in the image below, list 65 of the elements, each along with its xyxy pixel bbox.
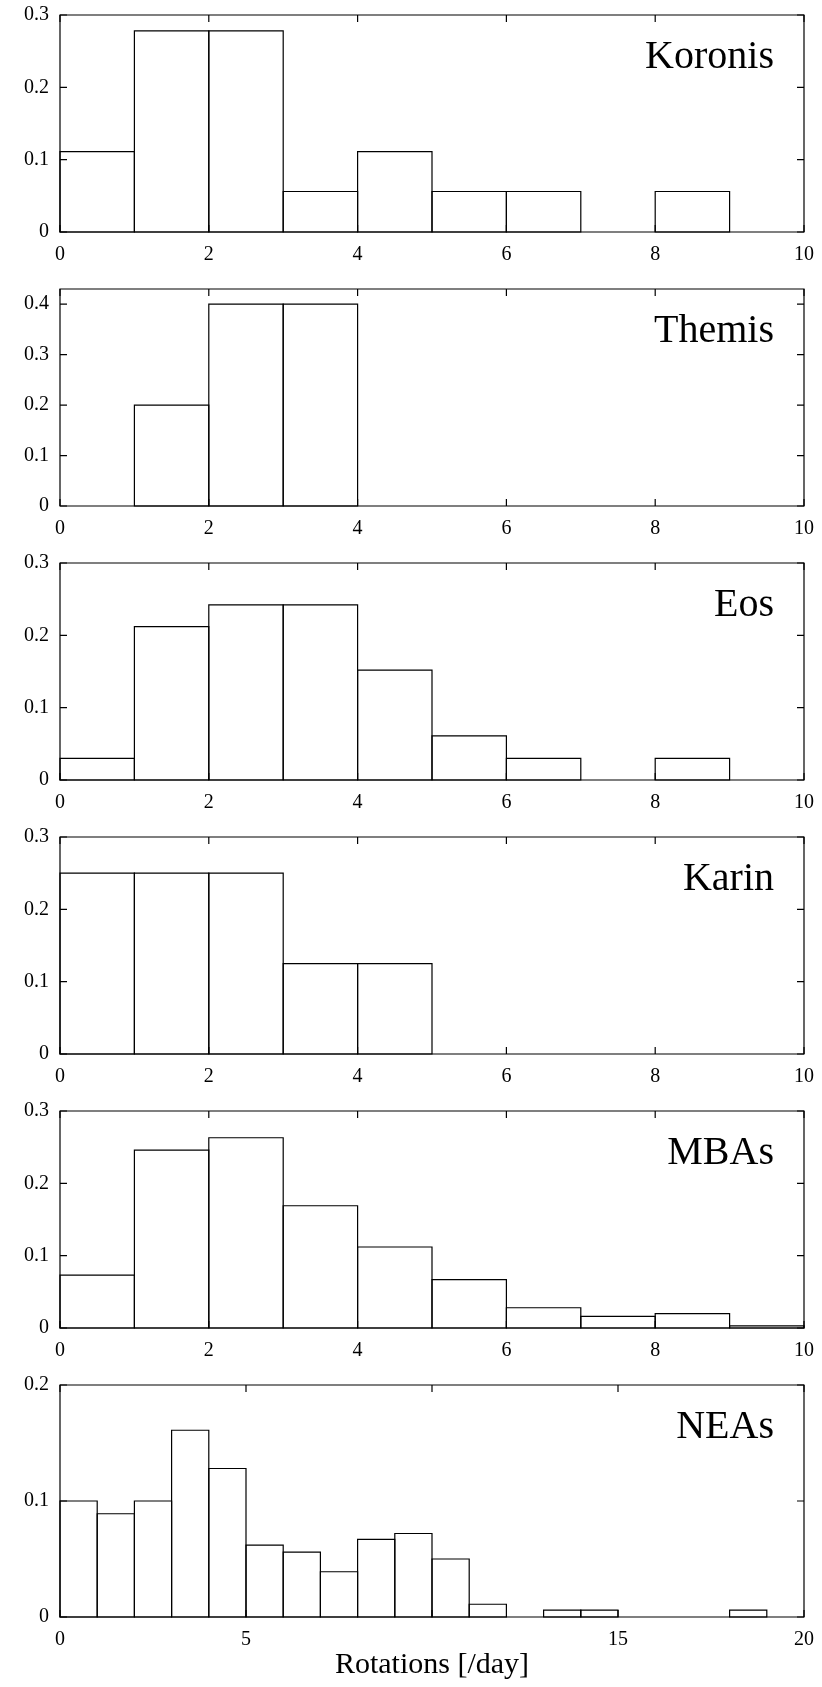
chart-title: Eos: [714, 579, 774, 625]
x-tick-label: 8: [650, 1064, 661, 1087]
x-tick-label: 2: [203, 1338, 214, 1361]
x-tick-label: 10: [794, 242, 814, 265]
x-tick-label: 8: [650, 516, 661, 539]
y-tick-label: 0.3: [24, 824, 49, 847]
x-tick-label: 2: [203, 790, 214, 813]
y-tick-label: 0.2: [24, 1372, 49, 1395]
y-tick-label: 0: [39, 219, 49, 242]
y-tick-label: 0.2: [24, 896, 49, 919]
x-tick-label: 0: [55, 790, 65, 813]
y-tick-label: 0.1: [24, 146, 49, 169]
x-tick-label: 10: [794, 1338, 814, 1361]
chart-title: NEAs: [676, 1401, 774, 1447]
x-axis-title: Rotations [/day]: [334, 1645, 530, 1679]
x-tick-label: 8: [650, 1338, 661, 1361]
x-tick-label: 0: [55, 242, 65, 265]
chart-title: Koronis: [645, 31, 774, 77]
y-tick-label: 0.3: [24, 550, 49, 573]
x-tick-label: 5: [241, 1627, 251, 1650]
y-tick-label: 0.1: [24, 1488, 49, 1511]
x-tick-label: 4: [352, 242, 363, 265]
y-tick-label: 0.1: [24, 968, 49, 991]
x-tick-label: 0: [55, 1627, 65, 1650]
x-tick-label: 2: [203, 516, 214, 539]
x-tick-label: 6: [501, 1064, 512, 1087]
x-tick-label: 6: [501, 790, 512, 813]
x-tick-label: 6: [501, 1338, 512, 1361]
y-tick-label: 0: [39, 767, 49, 790]
y-tick-label: 0.2: [24, 392, 49, 415]
y-tick-label: 0: [39, 1041, 49, 1064]
x-tick-label: 20: [794, 1627, 814, 1650]
chart-title: Karin: [682, 853, 774, 899]
x-tick-label: 8: [650, 242, 661, 265]
y-tick-label: 0.4: [24, 291, 49, 314]
y-tick-label: 0.3: [24, 2, 49, 25]
x-tick-label: 0: [55, 1338, 65, 1361]
x-tick-label: 8: [650, 790, 661, 813]
x-tick-label: 6: [501, 516, 512, 539]
chart-title: Themis: [654, 305, 774, 351]
x-tick-label: 10: [794, 790, 814, 813]
x-tick-label: 6: [501, 242, 512, 265]
y-tick-label: 0: [39, 1315, 49, 1338]
y-tick-label: 0.1: [24, 694, 49, 717]
x-tick-label: 4: [352, 1338, 363, 1361]
x-tick-label: 10: [794, 516, 814, 539]
y-tick-label: 0.3: [24, 1098, 49, 1121]
y-tick-label: 0: [39, 493, 49, 516]
x-tick-label: 4: [352, 516, 363, 539]
x-tick-label: 10: [794, 1064, 814, 1087]
x-tick-label: 2: [203, 242, 214, 265]
y-tick-label: 0.2: [24, 1170, 49, 1193]
y-tick-label: 0: [39, 1604, 49, 1627]
x-tick-label: 4: [352, 1064, 363, 1087]
x-tick-label: 0: [55, 516, 65, 539]
y-tick-label: 0.2: [24, 74, 49, 97]
y-tick-label: 0.1: [24, 442, 49, 465]
x-tick-label: 4: [352, 790, 363, 813]
y-tick-label: 0.2: [24, 622, 49, 645]
y-tick-label: 0.3: [24, 341, 49, 364]
x-tick-label: 15: [608, 1627, 628, 1650]
x-tick-label: 2: [203, 1064, 214, 1087]
x-tick-label: 0: [55, 1064, 65, 1087]
chart-title: MBAs: [667, 1127, 774, 1173]
y-tick-label: 0.1: [24, 1242, 49, 1265]
